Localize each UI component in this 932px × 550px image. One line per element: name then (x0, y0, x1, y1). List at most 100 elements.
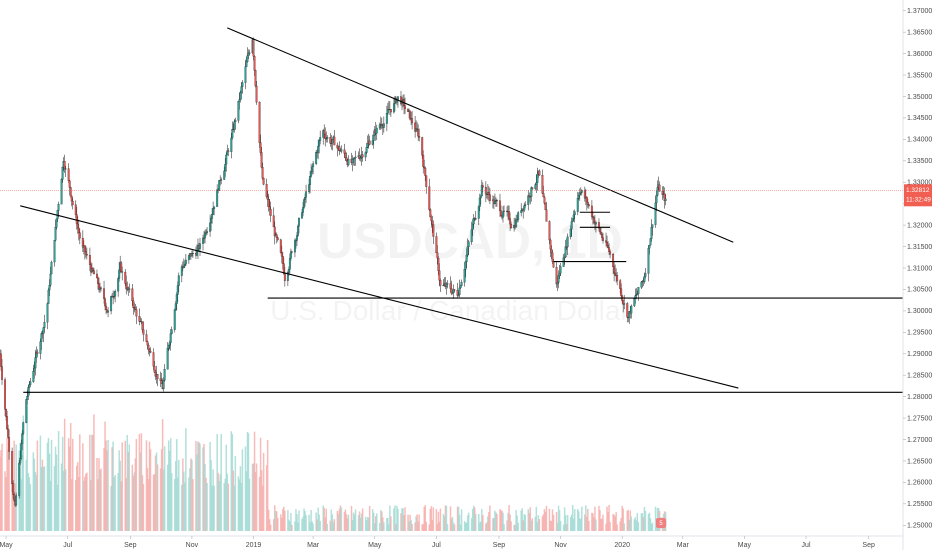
volume-bar (22, 415, 24, 531)
price-tick-label: 1.31000 (907, 265, 932, 272)
candle-body (594, 222, 597, 225)
volume-bar (258, 476, 261, 531)
candle-body (655, 194, 658, 204)
volume-bar (75, 480, 77, 531)
volume-bar (241, 449, 244, 531)
time-tick-label: May (738, 542, 752, 549)
volume-bar (563, 507, 566, 531)
candle-body (417, 129, 420, 137)
candle-body (169, 333, 172, 343)
candle-body (138, 316, 141, 322)
candle-body (543, 196, 546, 204)
volume-bar (613, 514, 615, 531)
volume-bar (190, 458, 192, 531)
volume-bar (15, 444, 17, 531)
volume-bar (106, 450, 108, 531)
volume-bar (628, 519, 631, 531)
candle-body (262, 177, 265, 185)
volume-bar (463, 521, 466, 531)
candle-body (608, 247, 611, 252)
candle-body (449, 283, 452, 289)
candle-body (637, 287, 640, 295)
volume-bar (5, 477, 7, 531)
volume-bar (380, 510, 382, 531)
volume-bar (166, 464, 169, 531)
candle-body (463, 269, 466, 283)
candle-body (371, 140, 374, 145)
volume-bar (418, 514, 420, 531)
volume-bar (244, 446, 247, 531)
volume-bar (63, 418, 66, 531)
volume-bar (470, 518, 473, 531)
price-axis[interactable]: 1.37000 1.36500 1.36000 1.35500 1.35000 1.345… (902, 0, 932, 550)
volume-bar (161, 419, 164, 531)
candle-body (654, 202, 657, 225)
price-tick-label: 1.36000 (907, 51, 932, 58)
volume-bar (494, 510, 496, 531)
volume-bar (451, 517, 454, 531)
volume-bar (182, 458, 184, 531)
volume-bar (284, 510, 286, 531)
candle-body (0, 353, 2, 367)
volume-bar (479, 522, 481, 531)
lower-descending-trendline[interactable] (20, 205, 739, 389)
candle-body (382, 123, 385, 128)
volume-bar (77, 462, 79, 531)
trend-lines[interactable] (20, 27, 903, 393)
volume-bar (623, 523, 625, 531)
volume-bar (318, 514, 320, 531)
candle-body (517, 212, 520, 220)
candle-body (173, 309, 176, 330)
volume-bar (43, 466, 46, 531)
volume-bar (359, 517, 362, 531)
volume-bar (210, 460, 212, 531)
candle-body (428, 186, 431, 210)
volume-bar (309, 522, 311, 531)
volume-bar (175, 461, 177, 531)
volume-bar (337, 514, 340, 531)
volume-bar (570, 514, 573, 531)
candle-body (252, 39, 255, 57)
volume-study-icon[interactable]: 5 (655, 517, 667, 529)
candle-body (557, 275, 560, 283)
volume-bar (616, 524, 618, 531)
candle-body (261, 167, 264, 179)
candle-body (559, 266, 562, 274)
candle-body (626, 303, 629, 318)
volume-bar (442, 513, 445, 531)
time-tick-label: Mar (307, 542, 320, 549)
candle-body (418, 136, 421, 138)
candle-body (528, 195, 531, 197)
candle-body (429, 209, 432, 218)
volume-bar (619, 521, 621, 531)
volume-bar (572, 518, 575, 531)
volume-bar (156, 464, 159, 531)
candle-body (210, 218, 213, 224)
time-tick-label: Jul (63, 542, 72, 549)
candle-body (658, 184, 661, 192)
volume-bar (315, 512, 317, 531)
time-tick-label: 2019 (246, 542, 262, 549)
volume-bar (67, 438, 70, 531)
volume-bar (579, 518, 581, 531)
candle-body (471, 223, 474, 230)
candle-body (141, 321, 144, 330)
time-axis[interactable]: May Jul Sep Nov 2019 Mar May Jul Sep Nov 2020 Mar Ma… (0, 535, 903, 549)
volume-bar (643, 506, 646, 531)
volume-bar (312, 523, 314, 531)
candle-body (423, 166, 426, 169)
volume-bar (227, 483, 230, 531)
volume-bar (357, 515, 360, 531)
volume-bar (443, 516, 446, 531)
volume-bar (140, 433, 143, 531)
volume-bar (199, 443, 201, 531)
volume-bar (629, 510, 632, 531)
time-tick-label: Sep (124, 542, 137, 549)
candle-body (465, 254, 468, 263)
candle-body (474, 218, 477, 220)
upper-descending-trendline[interactable] (227, 27, 734, 243)
volume-bar (444, 505, 447, 531)
volume-bar (650, 524, 653, 531)
volume-bar (549, 520, 552, 531)
